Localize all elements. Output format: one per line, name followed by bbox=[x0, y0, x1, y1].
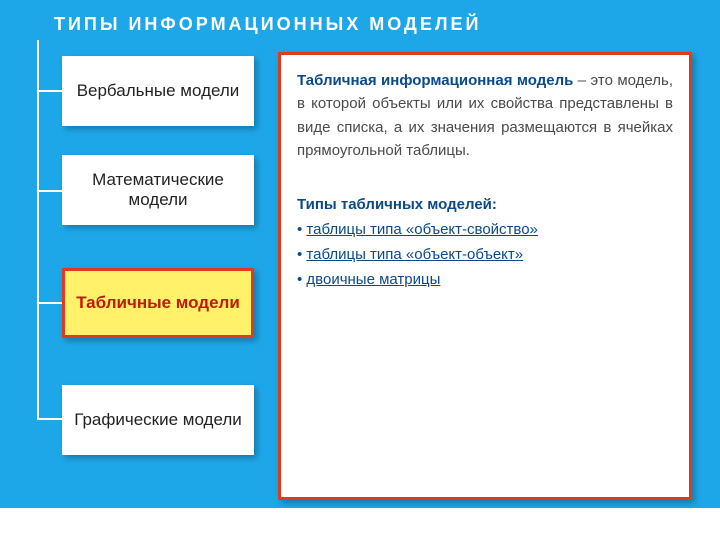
menu-item-label: Вербальные модели bbox=[77, 81, 240, 101]
slide-title: ТИПЫ ИНФОРМАЦИОННЫХ МОДЕЛЕЙ bbox=[54, 14, 481, 35]
menu-item-label: Математические модели bbox=[66, 170, 250, 211]
menu-item-table[interactable]: Табличные модели bbox=[62, 268, 254, 338]
definition-text: Табличная информационная модель – это мо… bbox=[297, 69, 673, 162]
content-panel: Табличная информационная модель – это мо… bbox=[278, 52, 692, 500]
bullet-link-object-object[interactable]: таблицы типа «объект-объект» bbox=[306, 246, 523, 263]
tree-branch bbox=[37, 418, 62, 420]
menu-item-verbal[interactable]: Вербальные модели bbox=[62, 56, 254, 126]
bullet-item: • таблицы типа «объект-свойство» bbox=[297, 221, 673, 238]
bullet-list: • таблицы типа «объект-свойство» • табли… bbox=[297, 221, 673, 288]
menu-item-graphic[interactable]: Графические модели bbox=[62, 385, 254, 455]
tree-branch bbox=[37, 90, 62, 92]
bullet-item: • двоичные матрицы bbox=[297, 271, 673, 288]
menu-item-label: Табличные модели bbox=[76, 293, 240, 313]
slide: ТИПЫ ИНФОРМАЦИОННЫХ МОДЕЛЕЙ Вербальные м… bbox=[0, 0, 720, 508]
bullet-item: • таблицы типа «объект-объект» bbox=[297, 246, 673, 263]
tree-branch bbox=[37, 190, 62, 192]
menu-item-label: Графические модели bbox=[74, 410, 242, 430]
tree-trunk bbox=[37, 40, 39, 418]
tree-branch bbox=[37, 302, 62, 304]
menu-item-math[interactable]: Математические модели bbox=[62, 155, 254, 225]
bullet-link-binary-matrices[interactable]: двоичные матрицы bbox=[306, 271, 440, 288]
slide-footer bbox=[0, 508, 720, 540]
content-subhead: Типы табличных моделей: bbox=[297, 196, 673, 213]
definition-lead: Табличная информационная модель bbox=[297, 72, 573, 89]
bullet-link-object-property[interactable]: таблицы типа «объект-свойство» bbox=[306, 221, 537, 238]
